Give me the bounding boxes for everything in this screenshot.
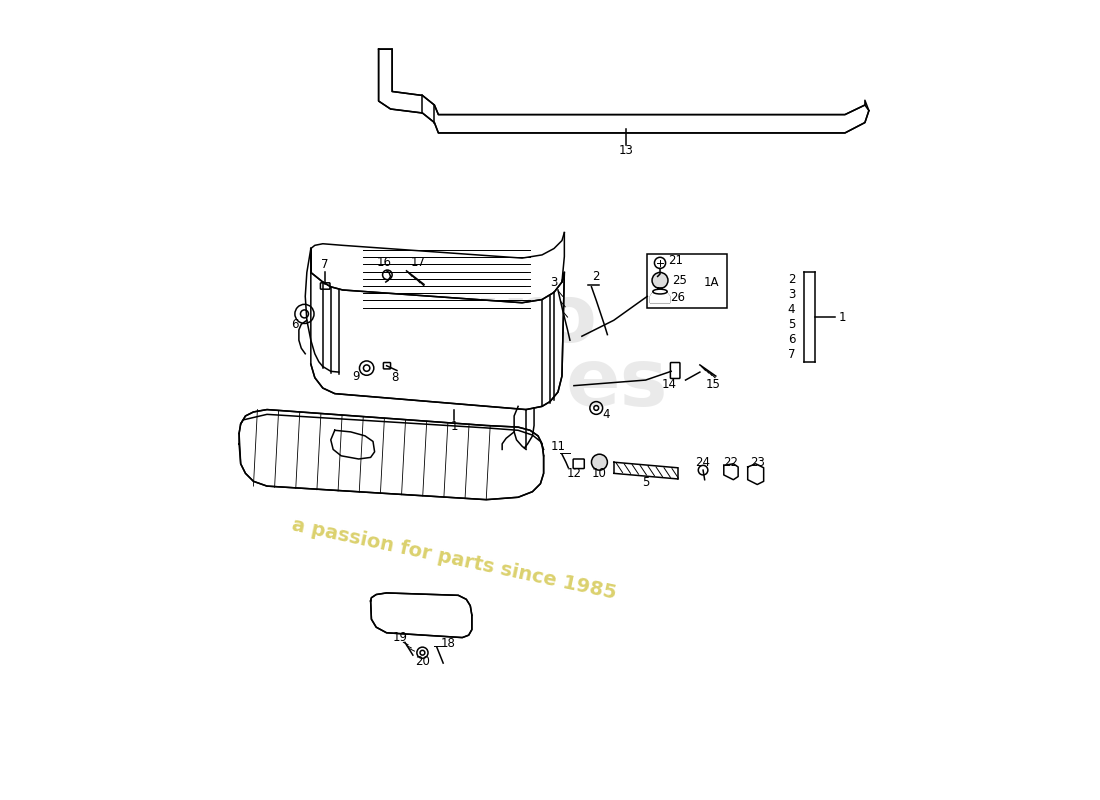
Ellipse shape: [652, 289, 668, 294]
Text: 5: 5: [788, 318, 795, 331]
Text: 26: 26: [670, 291, 685, 305]
Text: 5: 5: [642, 476, 649, 489]
Text: 4: 4: [602, 408, 609, 421]
Circle shape: [592, 454, 607, 470]
Polygon shape: [239, 410, 543, 500]
Text: 12: 12: [566, 467, 582, 480]
Text: 1: 1: [451, 420, 458, 433]
Text: 14: 14: [662, 378, 678, 390]
Polygon shape: [331, 430, 375, 459]
Text: 9: 9: [352, 370, 360, 382]
Text: 7: 7: [321, 258, 329, 271]
FancyBboxPatch shape: [647, 254, 727, 308]
Text: 3: 3: [788, 288, 795, 302]
Text: 24: 24: [695, 456, 711, 469]
Text: 23: 23: [750, 456, 764, 469]
Text: es: es: [565, 345, 669, 423]
Text: 10: 10: [592, 467, 607, 480]
Text: 3: 3: [550, 275, 558, 289]
FancyBboxPatch shape: [320, 283, 330, 289]
Text: 1: 1: [839, 310, 846, 323]
Polygon shape: [748, 464, 763, 485]
FancyBboxPatch shape: [384, 362, 390, 369]
Text: 6: 6: [788, 333, 795, 346]
Text: 2: 2: [593, 270, 600, 283]
Text: 13: 13: [618, 144, 634, 157]
Text: a passion for parts since 1985: a passion for parts since 1985: [290, 516, 618, 603]
Text: 1A: 1A: [703, 275, 718, 289]
Circle shape: [652, 273, 668, 288]
Text: 21: 21: [669, 254, 683, 267]
Text: 19: 19: [393, 631, 408, 644]
Text: 25: 25: [672, 274, 686, 287]
Text: euro: euro: [390, 282, 597, 359]
Text: 7: 7: [788, 348, 795, 361]
Polygon shape: [614, 462, 678, 479]
Text: 6: 6: [292, 318, 298, 330]
Polygon shape: [378, 50, 869, 133]
FancyBboxPatch shape: [573, 459, 584, 469]
Text: 22: 22: [723, 456, 738, 469]
Text: 4: 4: [788, 303, 795, 316]
Text: 15: 15: [706, 378, 721, 390]
Text: 11: 11: [550, 440, 565, 453]
Polygon shape: [724, 464, 738, 480]
Text: 2: 2: [788, 274, 795, 286]
Text: 17: 17: [411, 256, 426, 270]
Text: 8: 8: [390, 371, 398, 384]
Polygon shape: [371, 593, 472, 638]
FancyBboxPatch shape: [670, 362, 680, 378]
Text: 16: 16: [376, 256, 392, 270]
Polygon shape: [311, 249, 564, 410]
Text: 20: 20: [415, 655, 430, 668]
Polygon shape: [650, 291, 670, 302]
Text: 18: 18: [440, 637, 455, 650]
